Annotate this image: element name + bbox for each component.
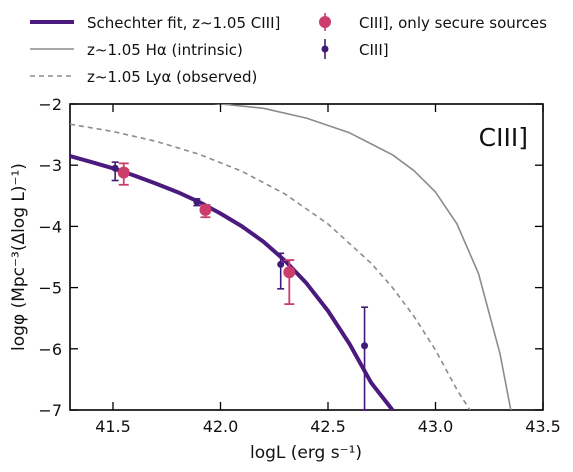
y-tick-label: −7	[38, 401, 62, 420]
x-tick-label: 43.5	[525, 417, 561, 436]
series-line-0	[70, 154, 395, 410]
series-line-2	[70, 123, 471, 410]
data-point	[117, 166, 130, 179]
y-tick-label: −2	[38, 95, 62, 114]
legend-marker	[321, 45, 329, 53]
data-point	[193, 198, 201, 206]
data-point	[277, 260, 285, 268]
legend-label: CIII], only secure sources	[359, 14, 547, 32]
legend-label: Schechter fit, z∼1.05 CIII]	[87, 14, 280, 32]
y-tick-label: −4	[38, 217, 62, 236]
x-tick-label: 41.5	[95, 417, 131, 436]
data-points	[111, 161, 369, 411]
legend-marker	[319, 16, 331, 28]
legend: Schechter fit, z∼1.05 CIII] z∼1.05 Hα (in…	[30, 13, 547, 86]
x-tick-label: 42.5	[310, 417, 346, 436]
legend-label: z∼1.05 Hα (intrinsic)	[87, 41, 243, 59]
x-tick-label: 42.0	[203, 417, 239, 436]
data-point	[199, 203, 212, 216]
y-tick-label: −6	[38, 340, 62, 359]
legend-label: CIII]	[359, 41, 389, 59]
plot-frame	[69, 103, 544, 411]
legend-label: z∼1.05 Lyα (observed)	[87, 68, 257, 86]
y-tick-label: −5	[38, 279, 62, 298]
data-point	[283, 266, 296, 279]
y-tick-label: −3	[38, 156, 62, 175]
series-lines	[70, 104, 512, 410]
y-axis-label: logφ (Mpc⁻³(Δlog L)⁻¹)	[9, 163, 29, 351]
chart-annotation: CIII]	[479, 123, 528, 152]
data-point	[111, 164, 119, 172]
x-axis-label: logL (erg s⁻¹)	[250, 443, 362, 463]
axes: 41.5 42.0 42.5 43.0 43.5 −2 −3 −4 −5 −6 −7	[38, 95, 560, 436]
series-line-1	[213, 104, 512, 410]
data-point	[361, 342, 369, 350]
x-tick-label: 43.0	[418, 417, 454, 436]
